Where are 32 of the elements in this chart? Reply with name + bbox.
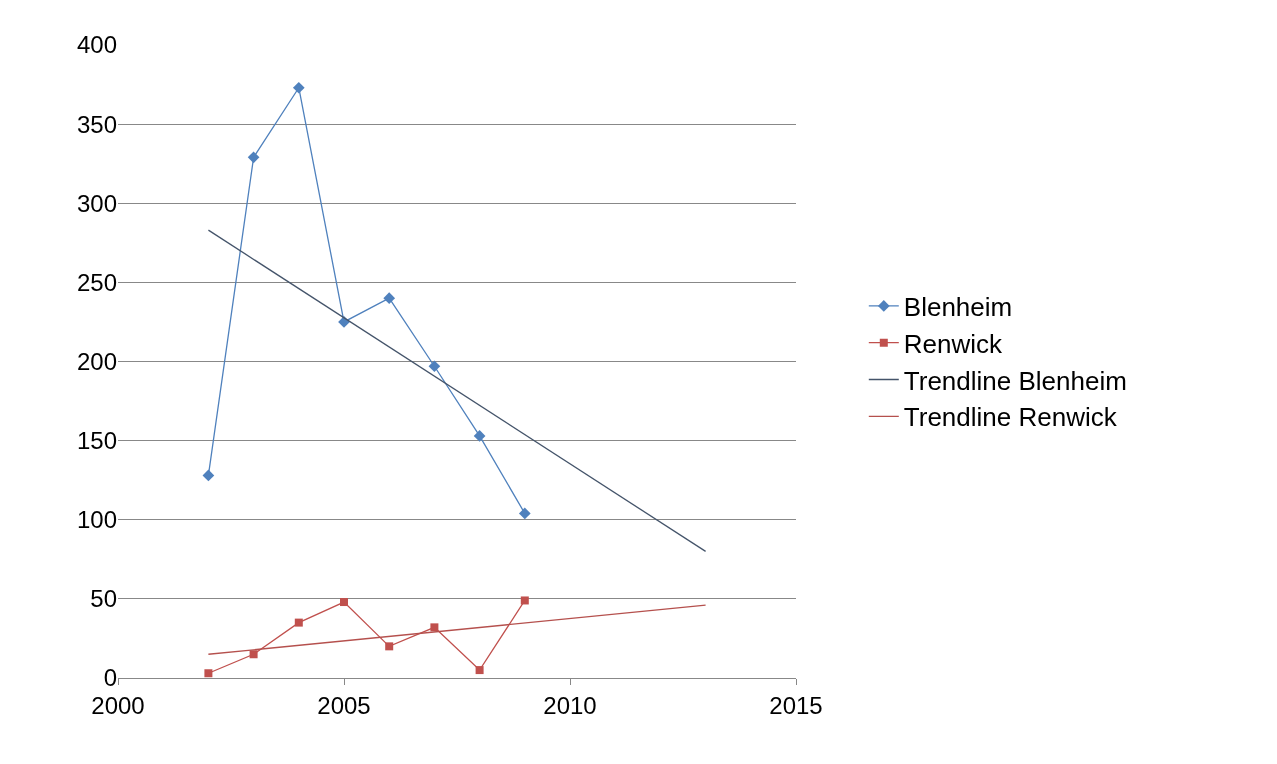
y-tick-label: 250 xyxy=(76,268,117,296)
point xyxy=(385,642,394,651)
legend-label: Trendline Blenheim xyxy=(903,365,1127,396)
legend-label: Blenheim xyxy=(903,292,1013,323)
point xyxy=(430,623,439,632)
y-tick-label: 100 xyxy=(76,506,117,534)
point xyxy=(292,81,305,94)
x-tick-label: 2005 xyxy=(317,691,371,719)
point xyxy=(249,650,258,659)
point xyxy=(520,596,529,605)
y-tick-label: 0 xyxy=(103,664,117,692)
x-tick-label: 2010 xyxy=(543,691,597,719)
point xyxy=(383,292,396,305)
point xyxy=(518,507,531,520)
y-tick-label: 400 xyxy=(76,31,117,59)
x-tick-label: 2000 xyxy=(91,691,145,719)
y-tick-label: 300 xyxy=(76,189,117,217)
legend-label: Renwick xyxy=(903,328,1004,359)
point xyxy=(475,666,484,675)
point xyxy=(473,430,486,442)
x-tick-label: 2015 xyxy=(769,691,823,719)
y-tick-label: 200 xyxy=(76,347,117,375)
y-tick-label: 50 xyxy=(90,585,117,613)
y-tick-label: 150 xyxy=(76,427,117,455)
point xyxy=(204,669,213,678)
point xyxy=(247,151,260,164)
point xyxy=(202,469,215,482)
point xyxy=(428,360,441,373)
y-tick-label: 350 xyxy=(76,110,117,138)
point xyxy=(340,598,348,607)
point xyxy=(294,618,303,627)
legend-label: Trendline Renwick xyxy=(903,402,1118,433)
